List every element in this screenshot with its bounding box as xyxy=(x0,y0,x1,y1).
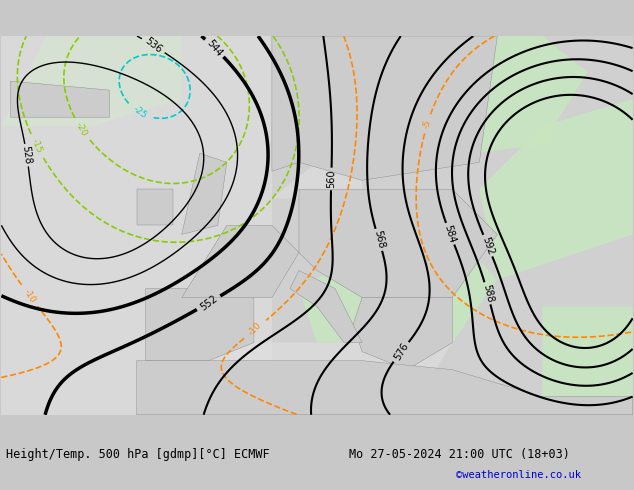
Polygon shape xyxy=(137,189,172,225)
Polygon shape xyxy=(137,361,633,415)
Text: -20: -20 xyxy=(74,121,89,138)
Polygon shape xyxy=(272,36,497,180)
Polygon shape xyxy=(290,270,362,343)
Polygon shape xyxy=(317,36,588,162)
Text: 588: 588 xyxy=(481,283,495,303)
Polygon shape xyxy=(1,36,272,415)
Polygon shape xyxy=(479,99,633,279)
Text: -10: -10 xyxy=(22,287,37,304)
Polygon shape xyxy=(1,36,182,126)
Text: Mo 27-05-2024 21:00 UTC (18+03): Mo 27-05-2024 21:00 UTC (18+03) xyxy=(349,447,569,461)
Text: ©weatheronline.co.uk: ©weatheronline.co.uk xyxy=(456,470,581,480)
Text: Height/Temp. 500 hPa [gdmp][°C] ECMWF: Height/Temp. 500 hPa [gdmp][°C] ECMWF xyxy=(6,447,270,461)
Polygon shape xyxy=(299,189,497,297)
Text: -25: -25 xyxy=(131,104,148,120)
Text: 536: 536 xyxy=(143,36,164,55)
Polygon shape xyxy=(353,297,452,369)
Text: -10: -10 xyxy=(247,321,264,338)
Polygon shape xyxy=(10,81,110,117)
Text: -5: -5 xyxy=(422,119,433,129)
Text: 568: 568 xyxy=(372,230,386,250)
Text: 576: 576 xyxy=(392,342,410,363)
Polygon shape xyxy=(182,343,452,415)
Polygon shape xyxy=(299,234,497,343)
Polygon shape xyxy=(182,153,227,234)
Text: 584: 584 xyxy=(443,223,458,244)
Polygon shape xyxy=(146,289,254,361)
Polygon shape xyxy=(543,307,633,415)
Polygon shape xyxy=(272,162,362,198)
Text: 592: 592 xyxy=(480,235,495,256)
Text: 560: 560 xyxy=(326,170,337,188)
Text: -15: -15 xyxy=(30,137,44,154)
Text: 544: 544 xyxy=(205,38,224,58)
Text: 552: 552 xyxy=(198,293,219,313)
Polygon shape xyxy=(182,225,299,297)
Text: 528: 528 xyxy=(21,146,33,165)
